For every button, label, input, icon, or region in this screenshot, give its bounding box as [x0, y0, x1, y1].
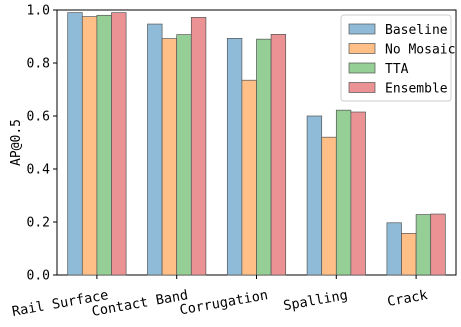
y-tick-label: 0.4 [27, 163, 51, 178]
bars [67, 12, 446, 276]
bar-baseline-crack [386, 222, 402, 276]
legend-swatch-no-mosaic [348, 43, 376, 54]
bar-no-mosaic-corrugation [241, 79, 257, 276]
bar-no-mosaic-spalling [321, 136, 337, 276]
bar-tta-spalling [335, 109, 352, 276]
y-tick-label: 1.0 [27, 4, 50, 19]
x-tick-label: Corrugation [178, 287, 269, 318]
legend: Baseline No Mosaic TTA Ensemble [340, 14, 455, 102]
legend-swatch-baseline [348, 23, 376, 35]
x-tick-label: Spalling [282, 287, 349, 314]
legend-label-ensemble: Ensemble [385, 82, 448, 97]
y-tick-label: 0.2 [27, 216, 50, 231]
legend-label-tta: TTA [385, 62, 409, 77]
y-tick-label: 0.0 [27, 269, 50, 284]
legend-box [340, 14, 452, 102]
legend-swatch-tta [348, 62, 376, 74]
legend-label-no-mosaic: No Mosaic [385, 43, 455, 58]
bar-no-mosaic-rail-surface [81, 16, 98, 276]
y-tick-label: 0.8 [27, 57, 50, 72]
bar-ensemble-spalling [350, 111, 366, 276]
bar-tta-contact-band [176, 34, 192, 276]
y-tick-label: 0.6 [27, 110, 50, 125]
bar-ensemble-corrugation [270, 34, 287, 276]
bar-baseline-rail-surface [67, 12, 83, 276]
bar-ensemble-rail-surface [111, 12, 127, 276]
bar-ensemble-crack [430, 213, 446, 276]
legend-swatch-ensemble [348, 82, 376, 93]
bar-ensemble-contact-band [190, 17, 207, 276]
bar-baseline-contact-band [147, 23, 163, 276]
legend-label-baseline: Baseline [385, 23, 448, 38]
bar-tta-corrugation [256, 38, 272, 276]
bar-tta-rail-surface [96, 14, 112, 276]
bar-baseline-corrugation [226, 37, 243, 276]
bar-no-mosaic-crack [401, 233, 417, 276]
bar-tta-crack [415, 214, 432, 276]
bar-no-mosaic-contact-band [161, 38, 178, 276]
bar-baseline-spalling [306, 115, 323, 276]
y-axis-label: AP@0.5 [9, 119, 24, 166]
x-tick-label: Crack [386, 287, 429, 310]
